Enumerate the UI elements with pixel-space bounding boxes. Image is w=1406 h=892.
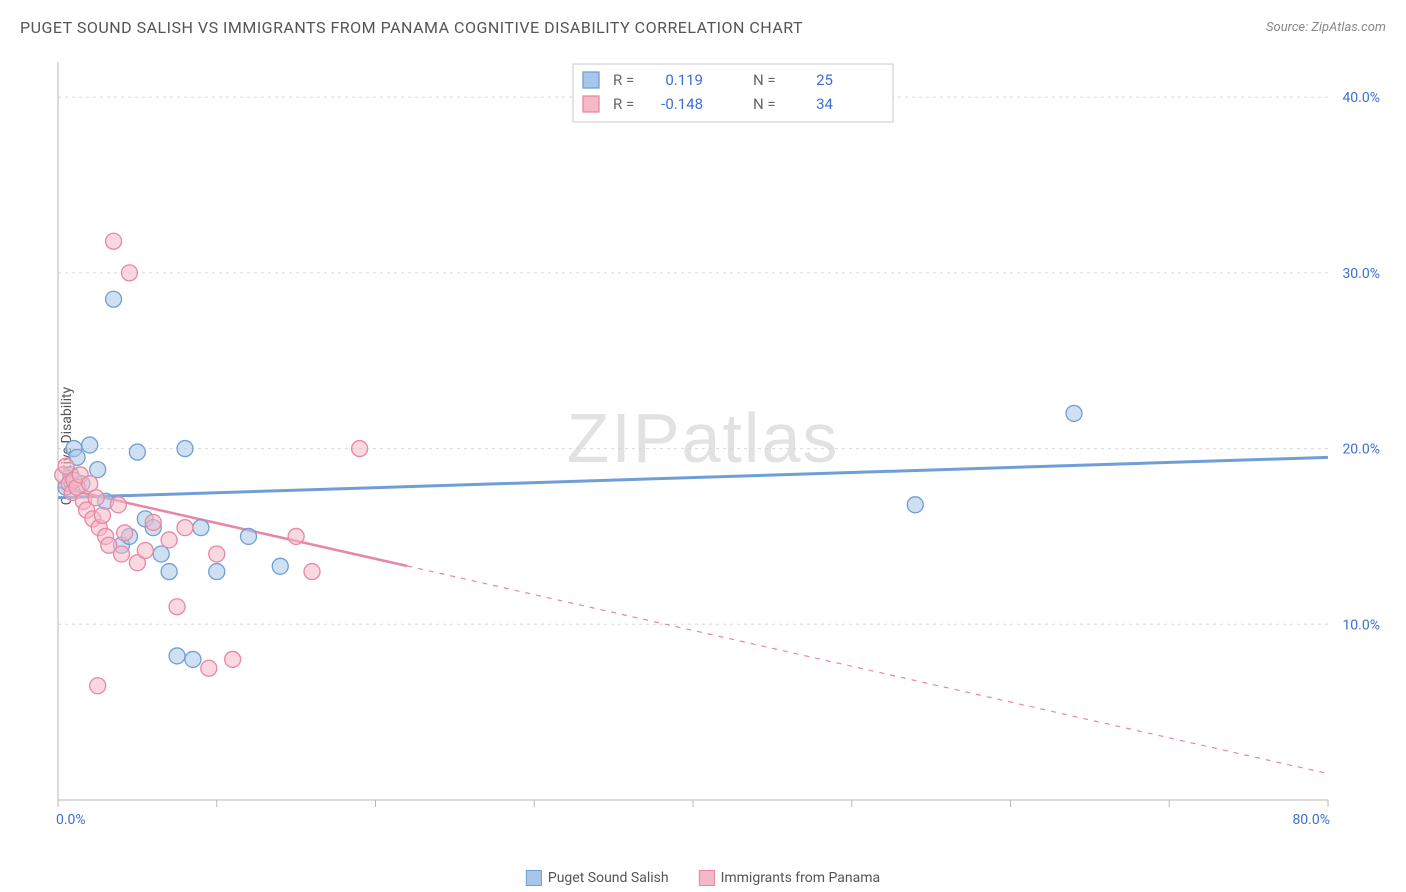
legend-label: Puget Sound Salish	[548, 870, 669, 886]
legend-swatch	[699, 870, 715, 886]
svg-text:N =: N =	[753, 95, 776, 113]
svg-text:25: 25	[816, 71, 833, 89]
svg-text:34: 34	[816, 95, 833, 113]
legend-label: Immigrants from Panama	[721, 870, 881, 886]
svg-text:N =: N =	[753, 71, 776, 89]
legend-swatch	[526, 870, 542, 886]
source-attribution: Source: ZipAtlas.com	[1266, 20, 1386, 35]
chart-title: PUGET SOUND SALISH VS IMMIGRANTS FROM PA…	[20, 18, 803, 37]
scatter-plot: 10.0% 20.0% 30.0% 40.0% 0.0% 80.0% R = 0.119 N =…	[48, 50, 1388, 840]
svg-text:40.0%: 40.0%	[1342, 90, 1380, 106]
svg-text:30.0%: 30.0%	[1342, 266, 1380, 282]
legend: Puget Sound Salish Immigrants from Panama	[526, 870, 880, 886]
legend-item: Puget Sound Salish	[526, 870, 669, 886]
svg-text:10.0%: 10.0%	[1342, 617, 1380, 633]
svg-text:20.0%: 20.0%	[1342, 442, 1380, 458]
svg-text:-0.148: -0.148	[661, 95, 703, 113]
svg-text:0.119: 0.119	[665, 71, 703, 89]
svg-text:R =: R =	[613, 71, 634, 89]
svg-text:80.0%: 80.0%	[1292, 812, 1330, 828]
legend-item: Immigrants from Panama	[699, 870, 881, 886]
svg-text:R =: R =	[613, 95, 634, 113]
svg-text:0.0%: 0.0%	[56, 812, 86, 828]
